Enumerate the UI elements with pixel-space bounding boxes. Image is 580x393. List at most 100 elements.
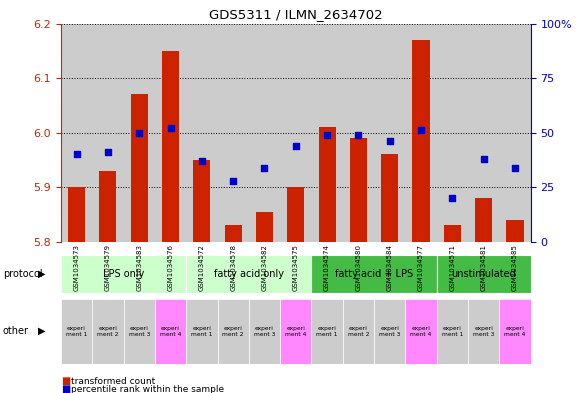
- Bar: [468, 24, 499, 242]
- Point: [416, 127, 426, 134]
- Text: experi
ment 3: experi ment 3: [379, 326, 400, 336]
- Text: experi
ment 2: experi ment 2: [222, 326, 244, 336]
- Text: LPS only: LPS only: [103, 269, 144, 279]
- Bar: [155, 299, 186, 364]
- Text: GSM1034571: GSM1034571: [450, 244, 455, 291]
- Bar: [343, 299, 374, 364]
- Bar: [405, 24, 437, 242]
- Bar: [218, 24, 249, 242]
- Bar: [374, 24, 405, 242]
- Bar: [99, 171, 117, 242]
- Text: GSM1034578: GSM1034578: [230, 244, 236, 291]
- Point: [448, 195, 457, 201]
- Bar: [224, 225, 242, 242]
- Text: experi
ment 2: experi ment 2: [347, 326, 369, 336]
- Bar: [506, 220, 524, 242]
- Bar: [437, 24, 468, 242]
- Text: other: other: [3, 326, 29, 336]
- Text: experi
ment 3: experi ment 3: [473, 326, 494, 336]
- Text: GSM1034575: GSM1034575: [293, 244, 299, 290]
- Bar: [444, 225, 461, 242]
- Text: ▶: ▶: [38, 326, 45, 336]
- Text: ■: ■: [61, 384, 70, 393]
- Bar: [249, 24, 280, 242]
- Point: [510, 164, 520, 171]
- Bar: [437, 255, 531, 293]
- Text: protocol: protocol: [3, 269, 42, 279]
- Text: GSM1034582: GSM1034582: [262, 244, 267, 290]
- Bar: [350, 138, 367, 242]
- Text: experi
ment 1: experi ment 1: [66, 326, 88, 336]
- Bar: [405, 299, 437, 364]
- Bar: [61, 255, 186, 293]
- Bar: [468, 299, 499, 364]
- Text: experi
ment 1: experi ment 1: [191, 326, 213, 336]
- Text: experi
ment 2: experi ment 2: [97, 326, 119, 336]
- Bar: [381, 154, 398, 242]
- Bar: [374, 299, 405, 364]
- Bar: [256, 212, 273, 242]
- Text: GSM1034585: GSM1034585: [512, 244, 518, 290]
- Point: [229, 178, 238, 184]
- Point: [72, 151, 81, 158]
- Text: unstimulated: unstimulated: [451, 269, 516, 279]
- Bar: [311, 24, 343, 242]
- Bar: [499, 299, 531, 364]
- Bar: [311, 255, 437, 293]
- Text: ■: ■: [61, 376, 70, 386]
- Bar: [475, 198, 492, 242]
- Bar: [155, 24, 186, 242]
- Bar: [193, 160, 211, 242]
- Text: GSM1034577: GSM1034577: [418, 244, 424, 291]
- Bar: [311, 299, 343, 364]
- Text: transformed count: transformed count: [71, 377, 155, 386]
- Bar: [499, 24, 531, 242]
- Bar: [437, 299, 468, 364]
- Text: experi
ment 1: experi ment 1: [316, 326, 338, 336]
- Text: percentile rank within the sample: percentile rank within the sample: [71, 385, 224, 393]
- Text: GSM1034576: GSM1034576: [168, 244, 173, 291]
- Text: GSM1034584: GSM1034584: [387, 244, 393, 290]
- Point: [260, 164, 269, 171]
- Text: GSM1034579: GSM1034579: [105, 244, 111, 291]
- Text: fatty acid + LPS: fatty acid + LPS: [335, 269, 413, 279]
- Bar: [92, 299, 124, 364]
- Text: experi
ment 4: experi ment 4: [505, 326, 525, 336]
- Bar: [186, 299, 218, 364]
- Text: GSM1034572: GSM1034572: [199, 244, 205, 290]
- Point: [166, 125, 175, 131]
- Bar: [124, 299, 155, 364]
- Text: fatty acid only: fatty acid only: [214, 269, 284, 279]
- Bar: [280, 24, 311, 242]
- Text: GSM1034573: GSM1034573: [74, 244, 79, 291]
- Text: experi
ment 3: experi ment 3: [254, 326, 275, 336]
- Text: ▶: ▶: [38, 269, 45, 279]
- Bar: [343, 24, 374, 242]
- Bar: [412, 40, 430, 242]
- Bar: [186, 255, 311, 293]
- Text: GSM1034581: GSM1034581: [481, 244, 487, 291]
- Title: GDS5311 / ILMN_2634702: GDS5311 / ILMN_2634702: [209, 8, 383, 21]
- Text: GSM1034583: GSM1034583: [136, 244, 142, 291]
- Bar: [124, 24, 155, 242]
- Point: [197, 158, 206, 164]
- Bar: [318, 127, 336, 242]
- Point: [291, 143, 300, 149]
- Bar: [162, 51, 179, 242]
- Text: experi
ment 4: experi ment 4: [160, 326, 181, 336]
- Bar: [130, 94, 148, 242]
- Point: [135, 129, 144, 136]
- Point: [354, 132, 363, 138]
- Text: experi
ment 4: experi ment 4: [411, 326, 432, 336]
- Bar: [287, 187, 305, 242]
- Bar: [218, 299, 249, 364]
- Text: GSM1034574: GSM1034574: [324, 244, 330, 290]
- Text: experi
ment 4: experi ment 4: [285, 326, 306, 336]
- Point: [103, 149, 113, 155]
- Bar: [186, 24, 218, 242]
- Text: experi
ment 1: experi ment 1: [441, 326, 463, 336]
- Bar: [249, 299, 280, 364]
- Point: [322, 132, 332, 138]
- Text: GSM1034580: GSM1034580: [356, 244, 361, 291]
- Bar: [61, 24, 92, 242]
